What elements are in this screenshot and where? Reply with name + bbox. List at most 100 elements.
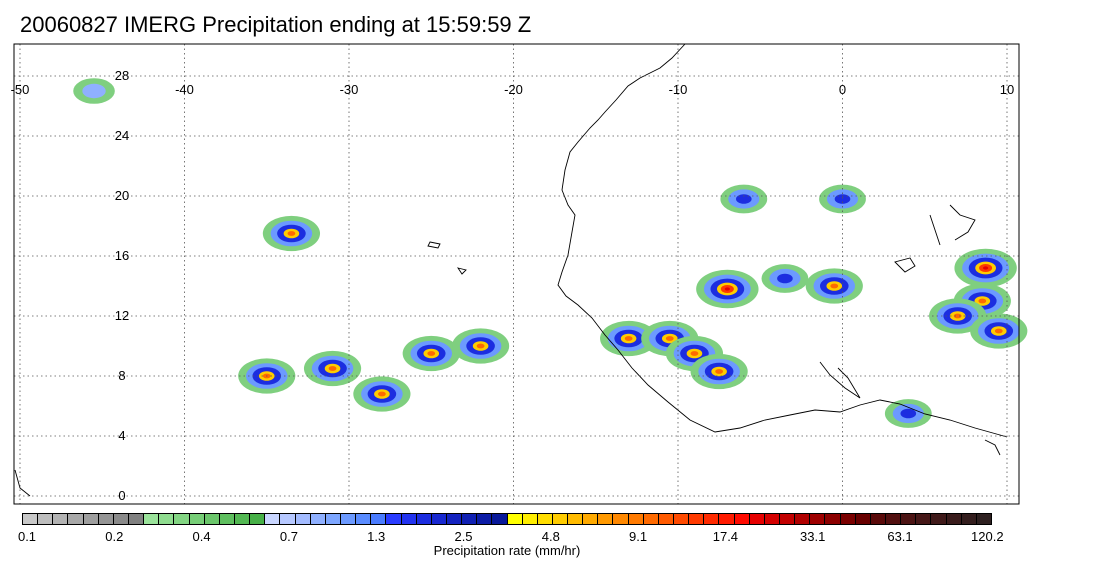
precip-contour <box>777 273 793 284</box>
precip-contour <box>328 366 337 371</box>
map-frame <box>13 43 1020 505</box>
colorbar-swatch <box>386 514 402 524</box>
colorbar-swatch <box>901 514 917 524</box>
lat-tick-label: 16 <box>115 248 129 263</box>
colorbar-swatch <box>83 514 99 524</box>
colorbar-tick-label: 4.8 <box>541 529 560 544</box>
precip-contour <box>830 283 839 289</box>
colorbar-swatch <box>931 514 947 524</box>
precip-cell <box>954 248 1017 288</box>
precip-cell <box>696 269 759 309</box>
lat-tick-label: 20 <box>115 188 129 203</box>
colorbar-swatch <box>250 514 266 524</box>
colorbar-swatch <box>719 514 735 524</box>
precip-cell <box>884 399 932 428</box>
precip-cell <box>402 335 460 372</box>
colorbar-swatch <box>764 514 781 524</box>
colorbar-swatch <box>961 514 977 524</box>
africa-coastline <box>557 43 1008 438</box>
colorbar-swatch <box>613 514 629 524</box>
colorbar-swatch <box>204 514 220 524</box>
colorbar-swatch <box>174 514 190 524</box>
colorbar-tick-label: 63.1 <box>887 529 913 544</box>
colorbar-swatch <box>976 514 991 524</box>
colorbar-tick-label: 33.1 <box>800 529 826 544</box>
colorbar-swatch <box>159 514 175 524</box>
colorbar-swatch <box>53 514 69 524</box>
precip-cell <box>929 298 987 334</box>
precip-contour <box>82 83 106 99</box>
precip-contour <box>287 231 296 236</box>
precip-contour <box>983 266 989 270</box>
colorbar-swatch <box>340 514 357 524</box>
colorbar-swatch <box>795 514 811 524</box>
colorbar-swatch <box>325 514 341 524</box>
precipitation-layer <box>73 78 1028 428</box>
colorbar-swatch <box>189 514 205 524</box>
precip-contour <box>476 343 485 349</box>
river-delta <box>819 361 861 399</box>
precip-contour <box>427 351 436 356</box>
precip-contour <box>624 336 633 341</box>
island-outline <box>427 241 441 249</box>
longitude-labels: -50 -40 -30 -20 -10 0 10 <box>11 82 1015 97</box>
colorbar-swatch <box>295 514 311 524</box>
lon-tick-label: 10 <box>1000 82 1014 97</box>
colorbar-swatch <box>825 514 841 524</box>
precip-contour <box>900 408 917 419</box>
precip-cell <box>690 353 748 390</box>
colorbar-swatch <box>855 514 871 524</box>
colorbar-swatch <box>492 514 508 524</box>
colorbar-swatch <box>598 514 614 524</box>
precip-contour <box>978 298 987 304</box>
latitude-labels: 0 4 8 12 16 20 24 28 <box>115 68 129 503</box>
colorbar-swatch <box>507 514 523 524</box>
lon-tick-label: -50 <box>11 82 30 97</box>
precip-contour <box>665 336 674 341</box>
precip-cell <box>600 320 658 357</box>
lon-tick-label: 0 <box>839 82 846 97</box>
colorbar-tick-label: 17.4 <box>712 529 739 544</box>
coastal-fragment <box>984 439 1001 456</box>
colorbar-swatch <box>643 514 659 524</box>
colorbar-swatch <box>658 514 675 524</box>
colorbar-swatch <box>840 514 856 524</box>
colorbar-swatch <box>401 514 417 524</box>
colorbar-swatch <box>870 514 887 524</box>
colorbar-swatch <box>916 514 932 524</box>
colorbar-tick-label: 120.2 <box>971 529 1004 544</box>
colorbar-swatch <box>38 514 54 524</box>
colorbar-swatch <box>128 514 145 524</box>
colorbar-tick-label: 9.1 <box>629 529 648 544</box>
colorbar-tick-label: 0.2 <box>105 529 124 544</box>
gridlines <box>14 44 1019 504</box>
colorbar-swatch <box>628 514 644 524</box>
lat-tick-label: 4 <box>118 428 125 443</box>
lon-tick-label: -40 <box>175 82 194 97</box>
precip-cell <box>353 376 411 412</box>
lat-tick-label: 24 <box>115 128 129 143</box>
precip-cell <box>303 350 362 387</box>
colorbar-swatch <box>416 514 432 524</box>
colorbar-swatch <box>780 514 796 524</box>
precip-contour <box>724 287 730 291</box>
coastline <box>14 43 1008 497</box>
precip-contour <box>834 194 851 204</box>
colorbar-swatch <box>522 514 538 524</box>
lake-outline <box>894 257 916 273</box>
colorbar-swatch <box>674 514 690 524</box>
lat-tick-label: 12 <box>115 308 129 323</box>
colorbar-swatch <box>144 514 160 524</box>
precip-cell <box>452 328 510 364</box>
lon-tick-label: -10 <box>669 82 688 97</box>
precip-contour <box>715 369 724 374</box>
colorbar-swatch <box>98 514 114 524</box>
colorbar-tick-label: 0.7 <box>279 529 298 544</box>
island-outline-2 <box>456 267 467 275</box>
colorbar-swatch <box>446 514 463 524</box>
colorbar-swatch <box>552 514 569 524</box>
colorbar-swatch <box>68 514 84 524</box>
colorbar-swatch <box>886 514 902 524</box>
colorbar-tick-label: 0.1 <box>17 529 37 544</box>
